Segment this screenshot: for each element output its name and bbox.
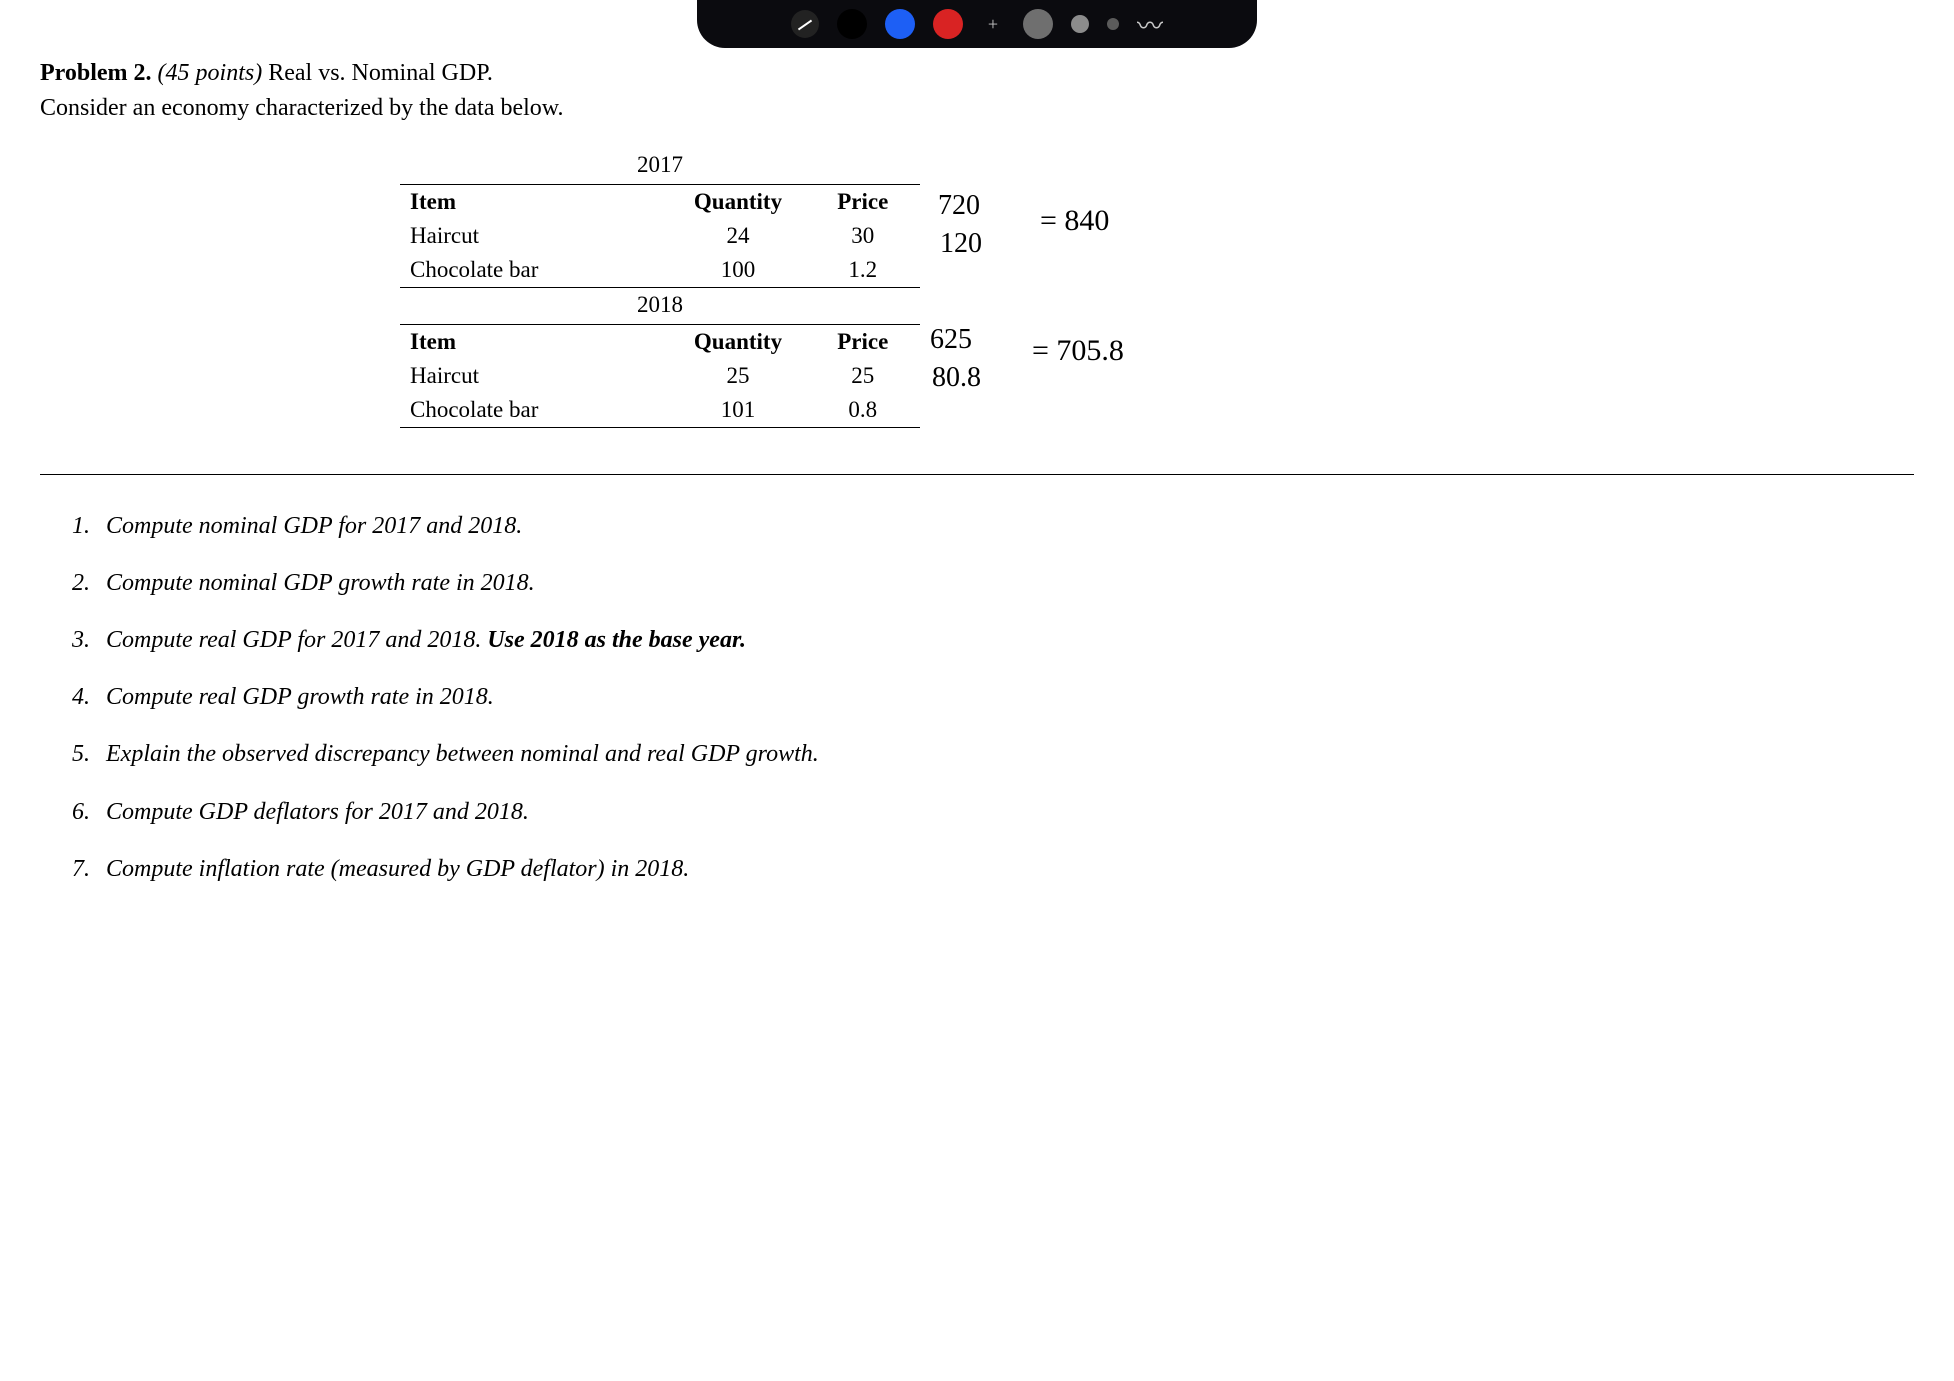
cell-item: Chocolate bar xyxy=(400,393,670,428)
question-1: Compute nominal GDP for 2017 and 2018. xyxy=(96,511,1914,542)
problem-title: Real vs. Nominal GDP. xyxy=(268,60,493,86)
table-row: Haircut 24 30 xyxy=(400,219,920,253)
handwriting-120: 120 xyxy=(940,228,982,260)
stroke-size-medium-icon[interactable] xyxy=(1071,15,1089,33)
table-2017-year: 2017 xyxy=(400,148,920,185)
col-item: Item xyxy=(400,184,670,219)
add-color-icon[interactable]: + xyxy=(981,14,1005,35)
question-5: Explain the observed discrepancy between… xyxy=(96,739,1914,770)
question-3-emph: Use 2018 as the base year. xyxy=(487,627,746,653)
cell-qty: 100 xyxy=(670,253,805,288)
problem-subtitle: Consider an economy characterized by the… xyxy=(40,95,564,121)
cell-price: 1.2 xyxy=(806,253,920,288)
handwriting-layer: 720 120 = 840 625 80.8 = 705.8 xyxy=(930,148,1330,448)
cell-price: 30 xyxy=(806,219,920,253)
color-swatch-red[interactable] xyxy=(933,9,963,39)
col-qty: Quantity xyxy=(670,184,805,219)
cell-qty: 24 xyxy=(670,219,805,253)
cell-item: Haircut xyxy=(400,359,670,393)
handwriting-625: 625 xyxy=(930,324,972,356)
table-row: Haircut 25 25 xyxy=(400,359,920,393)
pen-tool-icon[interactable] xyxy=(791,10,819,38)
problem-label: Problem 2. xyxy=(40,60,152,86)
problem-points: (45 points) xyxy=(158,60,263,86)
question-3-text: Compute real GDP for 2017 and 2018. xyxy=(106,627,487,653)
cell-qty: 101 xyxy=(670,393,805,428)
question-3: Compute real GDP for 2017 and 2018. Use … xyxy=(96,625,1914,656)
problem-heading: Problem 2. (45 points) Real vs. Nominal … xyxy=(40,56,1914,126)
question-2: Compute nominal GDP growth rate in 2018. xyxy=(96,568,1914,599)
col-price: Price xyxy=(806,324,920,359)
col-qty: Quantity xyxy=(670,324,805,359)
cell-item: Haircut xyxy=(400,219,670,253)
handwriting-sum-840: = 840 xyxy=(1040,204,1109,238)
handwriting-sum-7058: = 705.8 xyxy=(1032,334,1124,368)
stroke-size-large-icon[interactable] xyxy=(1023,9,1053,39)
table-2017: 2017 Item Quantity Price Haircut 24 30 C… xyxy=(400,148,920,288)
handwriting-808: 80.8 xyxy=(932,362,981,394)
cell-item: Chocolate bar xyxy=(400,253,670,288)
question-6: Compute GDP deflators for 2017 and 2018. xyxy=(96,797,1914,828)
table-row: Chocolate bar 101 0.8 xyxy=(400,393,920,428)
data-tables: 720 120 = 840 625 80.8 = 705.8 2017 Item… xyxy=(400,148,920,428)
question-7: Compute inflation rate (measured by GDP … xyxy=(96,854,1914,885)
handwriting-720: 720 xyxy=(938,190,980,222)
color-swatch-blue[interactable] xyxy=(885,9,915,39)
table-2018: 2018 Item Quantity Price Haircut 25 25 C… xyxy=(400,288,920,428)
table-row: Chocolate bar 100 1.2 xyxy=(400,253,920,288)
divider xyxy=(40,474,1914,475)
question-list: Compute nominal GDP for 2017 and 2018. C… xyxy=(40,511,1914,885)
cell-price: 0.8 xyxy=(806,393,920,428)
col-item: Item xyxy=(400,324,670,359)
cell-price: 25 xyxy=(806,359,920,393)
cell-qty: 25 xyxy=(670,359,805,393)
col-price: Price xyxy=(806,184,920,219)
annotation-toolbar: + 〰 xyxy=(697,0,1257,48)
question-4: Compute real GDP growth rate in 2018. xyxy=(96,682,1914,713)
lasso-icon[interactable]: 〰 xyxy=(1137,6,1163,43)
color-swatch-black[interactable] xyxy=(837,9,867,39)
table-2018-year: 2018 xyxy=(400,288,920,325)
stroke-size-small-icon[interactable] xyxy=(1107,18,1119,30)
